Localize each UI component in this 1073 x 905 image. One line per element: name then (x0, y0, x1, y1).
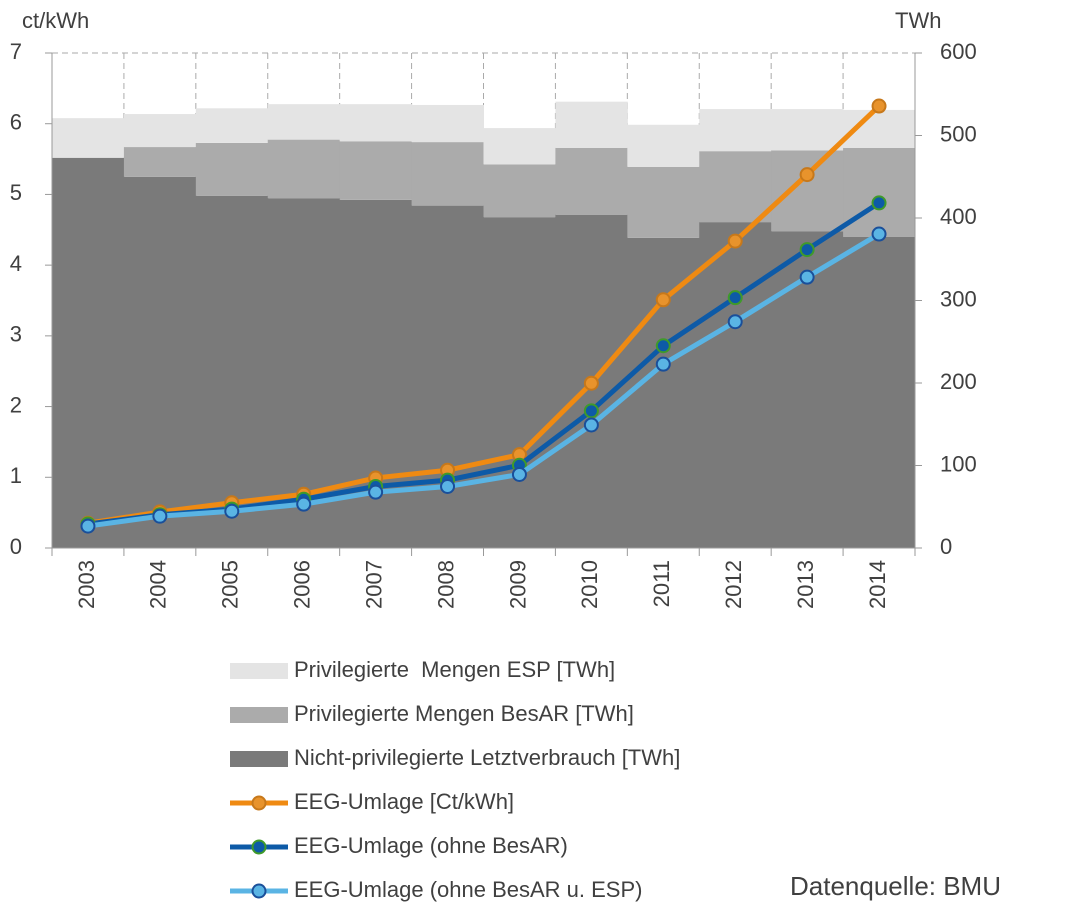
y2-tick-label: 600 (940, 39, 977, 64)
line-series (87, 231, 881, 529)
line-marker (871, 195, 887, 211)
area-bar (195, 108, 269, 143)
area-bar (123, 114, 197, 148)
legend-marker (251, 839, 267, 855)
x-tick-label: 2010 (577, 560, 602, 609)
area-bar (52, 157, 125, 548)
legend-label: Privilegierte Mengen BesAR [TWh] (294, 701, 634, 726)
legend-marker (251, 883, 267, 899)
area-bar (195, 195, 269, 548)
y2-tick-label: 400 (940, 204, 977, 229)
area-bar (627, 166, 700, 238)
line-marker (799, 167, 815, 183)
legend-label: EEG-Umlage [Ct/kWh] (294, 789, 514, 814)
area-bar (267, 139, 341, 199)
x-tick-label: 2011 (649, 560, 674, 607)
y2-tick-label: 300 (940, 286, 977, 311)
x-tick-label: 2007 (361, 560, 386, 609)
line-marker (871, 226, 887, 242)
area-bar (843, 147, 916, 237)
x-tick-label: 2005 (218, 560, 243, 609)
y2-axis-label: TWh (895, 8, 941, 33)
line-marker (583, 375, 599, 391)
area-bar (52, 118, 125, 158)
area-bar (195, 142, 269, 196)
y-tick-label: 1 (10, 463, 22, 488)
line-marker (224, 503, 240, 519)
area-bar (411, 142, 484, 206)
legend-label: EEG-Umlage (ohne BesAR u. ESP) (294, 877, 642, 902)
line-marker (727, 233, 743, 249)
line-marker (80, 518, 96, 534)
area-bar (699, 151, 772, 223)
x-tick-label: 2003 (74, 560, 99, 609)
legend-swatch (230, 751, 288, 767)
area-bar (843, 236, 916, 548)
area-bar (411, 205, 484, 548)
y2-tick-label: 500 (940, 121, 977, 146)
legend-swatch (230, 663, 288, 679)
line-marker (583, 403, 599, 419)
y2-tick-label: 0 (940, 534, 952, 559)
area-bar (267, 104, 341, 140)
x-tick-label: 2013 (793, 560, 818, 609)
y-tick-label: 2 (10, 392, 22, 417)
x-tick-label: 2006 (290, 560, 315, 609)
y-tick-label: 5 (10, 180, 22, 205)
area-bar (627, 124, 700, 167)
legend-label: Nicht-privilegierte Letztverbrauch [TWh] (294, 745, 680, 770)
y2-tick-label: 200 (940, 369, 977, 394)
legend-label: Privilegierte Mengen ESP [TWh] (294, 657, 615, 682)
area-bar (123, 147, 197, 177)
line-marker (727, 290, 743, 306)
x-tick-label: 2004 (146, 560, 171, 609)
legend-swatch (230, 707, 288, 723)
line-marker (799, 269, 815, 285)
area-bar (483, 164, 556, 218)
area-bar (555, 147, 628, 215)
line-marker (727, 314, 743, 330)
line-marker (296, 496, 312, 512)
y-tick-label: 7 (10, 39, 22, 64)
line-marker (871, 98, 887, 114)
line-marker (440, 478, 456, 494)
y-tick-label: 6 (10, 110, 22, 135)
y-tick-label: 3 (10, 322, 22, 347)
line-marker (655, 338, 671, 354)
area-bar (123, 176, 197, 548)
y-tick-label: 4 (10, 251, 22, 276)
area-bar (555, 101, 628, 148)
area-bar (699, 222, 772, 548)
x-tick-label: 2009 (505, 560, 530, 609)
annotation: Datenquelle: BMU (790, 871, 1001, 901)
line-marker (799, 242, 815, 258)
area-bar (339, 141, 413, 200)
x-tick-label: 2012 (721, 560, 746, 609)
line-marker (511, 466, 527, 482)
area-bar (699, 109, 772, 152)
line-marker (655, 292, 671, 308)
area-bar (339, 104, 413, 142)
area-bar (627, 237, 700, 549)
area-bar (411, 104, 484, 143)
line-marker (152, 508, 168, 524)
legend-marker (251, 795, 267, 811)
x-tick-label: 2008 (433, 560, 458, 609)
area-bar (483, 217, 556, 549)
line-marker (655, 356, 671, 372)
y2-tick-label: 100 (940, 451, 977, 476)
area-bar (483, 128, 556, 165)
area-bar (771, 150, 844, 232)
area-bar (771, 109, 844, 151)
line-marker (583, 417, 599, 433)
y-axis-label: ct/kWh (22, 8, 89, 33)
line-marker (368, 484, 384, 500)
y-tick-label: 0 (10, 534, 22, 559)
x-tick-label: 2014 (865, 560, 890, 609)
legend-label: EEG-Umlage (ohne BesAR) (294, 833, 568, 858)
line-series (87, 104, 881, 526)
